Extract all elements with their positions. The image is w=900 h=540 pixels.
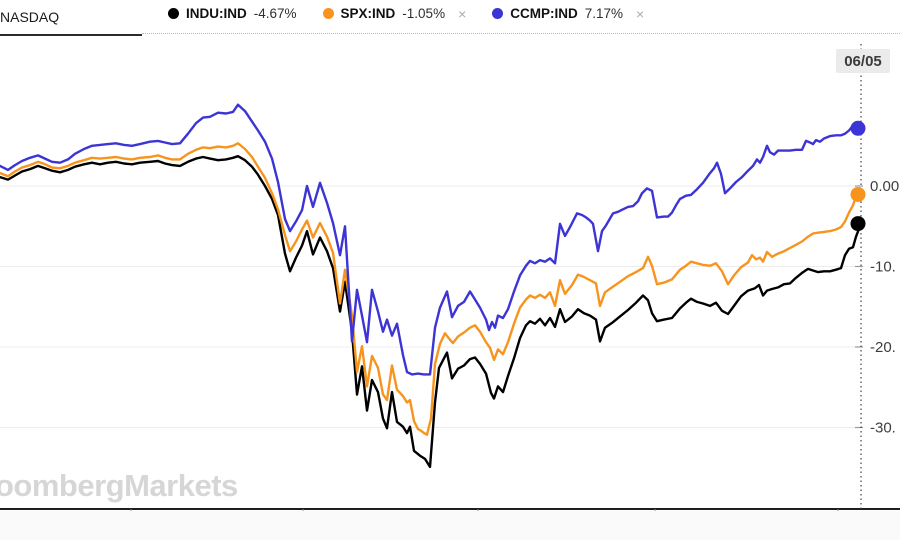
legend-value-spx: -1.05% (402, 6, 446, 21)
legend-dot-ccmp-icon (492, 8, 504, 19)
y-tick-label--20: -20. (870, 339, 896, 356)
legend-value-ccmp: 7.17% (584, 6, 624, 21)
series-end-dot-spx (850, 186, 866, 202)
legend-name-indu: INDU:IND (186, 6, 247, 21)
series-end-dot-ccmp (850, 120, 866, 136)
below-axis-strip (0, 511, 900, 540)
legend-value-indu: -4.67% (253, 6, 297, 21)
legend-close-spx-icon[interactable]: × (458, 5, 467, 22)
legend-name-spx: SPX:IND (340, 6, 396, 21)
y-tick-label--10: -10. (870, 259, 896, 276)
legend-name-ccmp: CCMP:IND (510, 6, 578, 21)
legend-dot-indu-icon (168, 8, 179, 19)
y-tick-label-0: 0.00 (870, 178, 899, 195)
series-line-ccmp[interactable] (0, 103, 863, 376)
legend-close-ccmp-icon[interactable]: × (636, 5, 645, 22)
series-line-spx[interactable] (0, 142, 863, 436)
legend-item-spx[interactable]: SPX:IND -1.05% × (322, 5, 467, 22)
tab-rule-divider (142, 33, 900, 34)
series-line-indu[interactable] (0, 154, 863, 469)
tab-nasdaq[interactable]: NASDAQ (0, 6, 142, 36)
tab-nasdaq-label: NASDAQ (0, 9, 60, 25)
bloomberg-markets-watermark: oombergMarkets (0, 468, 238, 503)
y-tick-label--30: -30. (870, 420, 896, 437)
legend-dot-spx-icon (322, 8, 334, 19)
series-end-dot-indu (850, 216, 866, 232)
tab-bar: NASDAQ (0, 0, 900, 36)
legend-item-ccmp[interactable]: CCMP:IND 7.17% × (492, 6, 644, 21)
legend-item-indu[interactable]: INDU:IND -4.67% (168, 6, 297, 21)
legend: INDU:IND -4.67% SPX:IND -1.05% × CCMP:IND 7.17… (168, 6, 644, 21)
cursor-date-chip: 06/05 (836, 49, 890, 73)
